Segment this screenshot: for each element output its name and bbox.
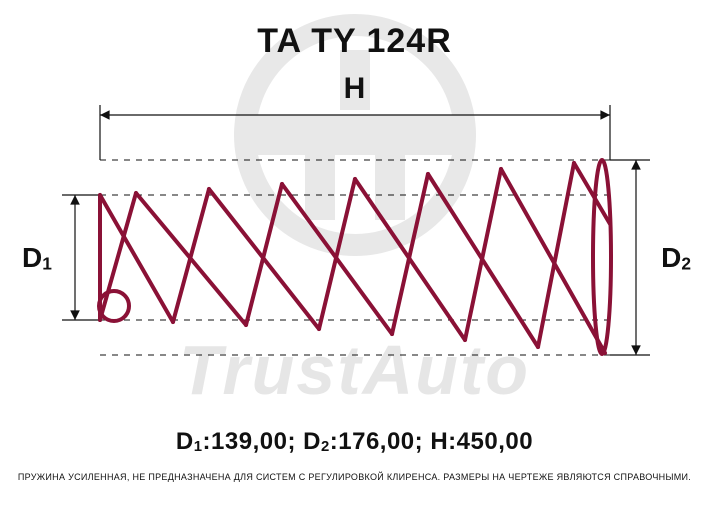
dimension-label-d2: D2 (661, 242, 691, 274)
d1-key: D1: (176, 428, 211, 455)
d2-key: D2: (303, 428, 338, 455)
d2-value: 176,00 (338, 428, 414, 455)
d2-base: D (661, 242, 681, 273)
dimension-values: D1:139,00; D2:176,00; H:450,00 (0, 428, 709, 456)
footnote-text: ПРУЖИНА УСИЛЕННАЯ, НЕ ПРЕДНАЗНАЧЕНА ДЛЯ … (0, 472, 709, 482)
sep1: ; (287, 428, 303, 455)
dimension-label-h: H (0, 72, 709, 106)
h-value: 450,00 (457, 428, 533, 455)
h-key: H: (430, 428, 456, 455)
d2-sub: 2 (681, 253, 691, 273)
d1-value: 139,00 (211, 428, 287, 455)
part-number-title: TA TY 124R (0, 22, 709, 61)
d1-base: D (22, 242, 42, 273)
d1-sub: 1 (42, 253, 52, 273)
sep2: ; (415, 428, 431, 455)
dimension-label-d1: D1 (22, 242, 52, 274)
